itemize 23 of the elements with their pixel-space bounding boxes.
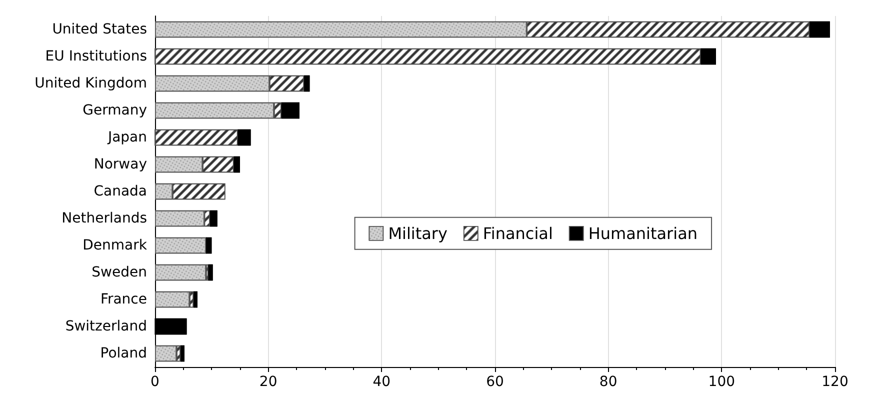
x-tick-label: 120	[822, 374, 848, 390]
y-tick-label: Germany	[82, 102, 147, 118]
x-tick-label: 40	[372, 374, 391, 390]
y-tick-label: EU Institutions	[45, 48, 147, 64]
legend-label: Humanitarian	[588, 224, 698, 243]
y-tick-label: Canada	[94, 184, 147, 200]
x-tick-label: 100	[708, 374, 736, 390]
y-tick-label: Sweden	[92, 264, 147, 280]
legend-label: Military	[388, 224, 448, 243]
y-tick-label: Denmark	[82, 238, 148, 254]
y-tick-label: Norway	[94, 156, 147, 172]
x-tick-label: 0	[150, 374, 160, 390]
y-tick-label: Switzerland	[65, 318, 147, 334]
y-tick-label: United States	[52, 22, 147, 38]
y-tick-label: France	[100, 292, 147, 308]
x-tick-label: 20	[259, 374, 278, 390]
x-tick-label: 60	[486, 374, 504, 390]
y-tick-label: Poland	[100, 346, 147, 362]
legend-label: Financial	[482, 224, 553, 243]
x-tick-label: 80	[599, 374, 618, 390]
y-tick-label: Japan	[106, 130, 147, 146]
y-tick-label: Netherlands	[62, 210, 147, 226]
y-tick-label: United Kingdom	[34, 76, 147, 92]
